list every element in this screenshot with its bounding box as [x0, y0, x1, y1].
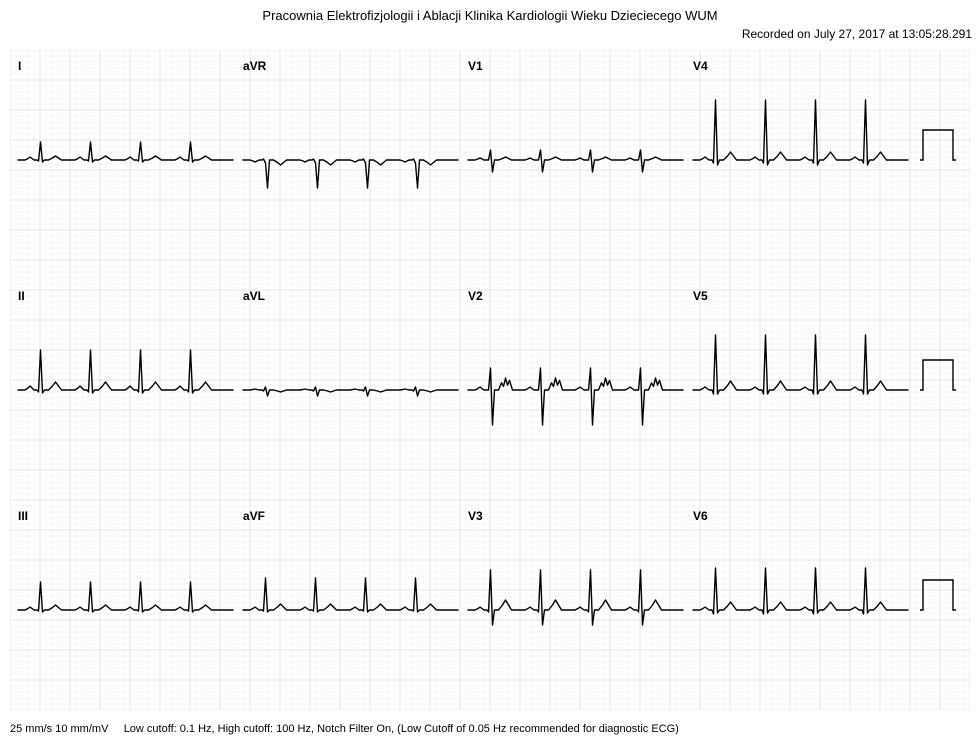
lead-label-V2: V2	[468, 289, 483, 303]
calibration-pulse	[920, 580, 956, 610]
ecg-chart: IaVR V1 V4 II aVL V2 V5 III aVF V3 V6	[10, 50, 970, 710]
lead-label-aVF: aVF	[243, 509, 265, 523]
lead-label-aVL: aVL	[243, 289, 265, 303]
calibration-pulse	[920, 360, 956, 390]
lead-label-II: II	[18, 289, 25, 303]
trace-aVR	[243, 159, 458, 188]
trace-aVL	[243, 387, 458, 396]
lead-label-V5: V5	[693, 289, 708, 303]
trace-V6	[693, 568, 908, 614]
lead-label-I: I	[18, 59, 21, 73]
page-title: Pracownia Elektrofizjologii i Ablacji Kl…	[0, 0, 980, 23]
lead-label-V3: V3	[468, 509, 483, 523]
recorded-timestamp: Recorded on July 27, 2017 at 13:05:28.29…	[0, 23, 980, 41]
lead-label-V6: V6	[693, 509, 708, 523]
lead-label-V1: V1	[468, 59, 483, 73]
ecg-svg: IaVR V1 V4 II aVL V2 V5 III aVF V3 V6	[10, 50, 970, 710]
footer-filters: Low cutoff: 0.1 Hz, High cutoff: 100 Hz,…	[124, 723, 679, 735]
trace-III	[18, 582, 233, 612]
lead-label-aVR: aVR	[243, 59, 267, 73]
trace-II	[18, 350, 233, 393]
calibration-pulse	[920, 130, 956, 160]
footer-speed: 25 mm/s 10 mm/mV	[10, 723, 108, 735]
footer-info: 25 mm/s 10 mm/mV Low cutoff: 0.1 Hz, Hig…	[10, 723, 679, 735]
trace-aVF	[243, 578, 458, 612]
trace-V1	[468, 150, 683, 172]
lead-label-III: III	[18, 509, 28, 523]
trace-V2	[468, 368, 683, 425]
lead-label-V4: V4	[693, 59, 708, 73]
